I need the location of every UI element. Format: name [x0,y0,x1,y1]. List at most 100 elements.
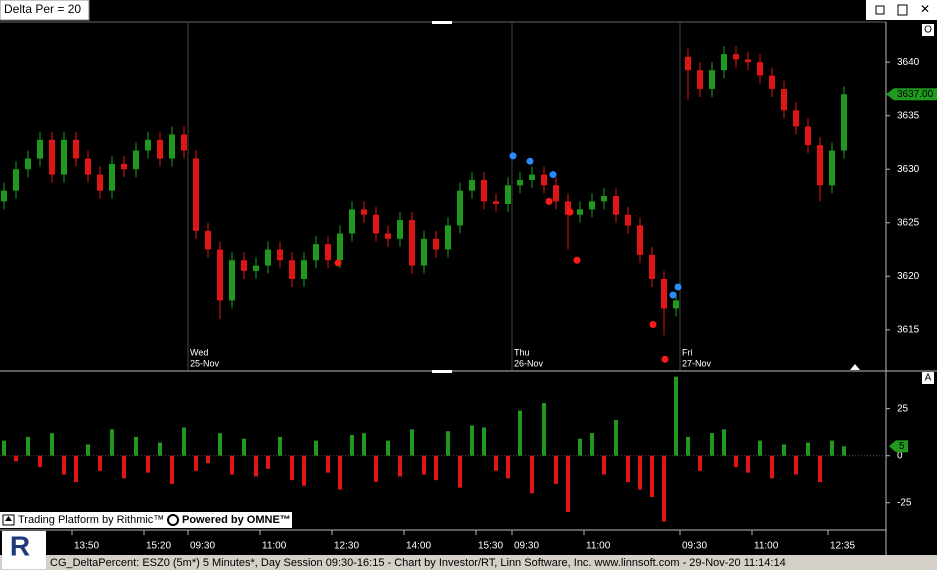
candle-body [541,174,547,186]
last-value-label: 5 [899,441,905,452]
delta-bar [230,455,234,475]
last-price-label: 3637.00 [897,89,934,100]
delta-bar [254,455,258,477]
restore-button[interactable] [875,5,885,15]
candle-body [73,139,79,159]
candle-body [97,174,103,191]
x-tick-label: 09:30 [682,541,707,552]
y-tick-label: 0 [897,450,903,461]
candle-body [217,249,223,301]
delta-bar [398,455,402,477]
delta-bar [242,438,246,456]
signal-dot [669,291,677,299]
last-price-box [894,88,937,101]
delta-bar [146,455,150,473]
candle-body [61,139,67,175]
candle-body [745,59,751,63]
badge-icon [5,516,12,521]
candle-body [661,278,667,309]
y-tick-label: 25 [897,403,909,414]
candle-body [565,201,571,215]
candle-body [553,185,559,202]
maximize-button[interactable] [897,4,908,16]
panel-label-box [922,24,934,36]
candle-body [325,244,331,261]
close-button[interactable]: ✕ [920,2,930,16]
delta-bar [62,455,66,475]
delta-bar [134,436,138,456]
candle-body [601,196,607,202]
candle-body [613,196,619,215]
candle-body [289,260,295,279]
y-tick-label: 3620 [897,271,920,282]
signal-dot [545,197,553,205]
signal-dot [674,283,682,291]
candle-body [829,150,835,186]
y-tick-label: 3625 [897,217,920,228]
candle-body [733,54,739,60]
candle-body [133,150,139,170]
signal-dot [573,256,581,264]
delta-bar [86,444,90,456]
candle-body [649,254,655,279]
delta-bar [626,455,630,483]
candle-body [769,75,775,89]
y-tick-label: 3615 [897,324,920,335]
candle-body [421,238,427,266]
delta-bar [830,440,834,456]
delta-bar [506,455,510,479]
candle-body [577,209,583,215]
day-label: Thu [514,347,530,357]
candle-body [673,300,679,309]
candle-body [229,260,235,301]
delta-bar [302,455,306,486]
delta-bar [158,442,162,456]
candle-body [193,158,199,231]
candle-body [685,56,691,71]
delta-bar [26,436,30,456]
delta-bar [842,446,846,456]
last-value-marker [889,440,896,453]
panel-handle[interactable] [432,370,452,373]
delta-bar [434,455,438,481]
candle-body [157,139,163,159]
delta-bar [278,436,282,456]
signal-dot [509,152,517,160]
x-tick-label: 11:00 [262,541,287,552]
window-title: Delta Per = 20 [4,2,81,16]
candle-body [841,94,847,151]
delta-bar [386,440,390,456]
delta-bar [50,433,54,456]
candle-body [109,163,115,191]
candle-body [241,260,247,271]
scroll-marker[interactable] [850,364,860,370]
delta-bar [338,455,342,490]
candle-body [37,139,43,159]
status-text: CG_DeltaPercent: ESZ0 (5m*) 5 Minutes*, … [50,557,786,569]
candle-body [721,54,727,71]
delta-bar [542,403,546,456]
candle-body [397,220,403,239]
candle-body [757,62,763,76]
candle-body [805,126,811,146]
delta-bar [458,455,462,488]
delta-bar [638,455,642,490]
delta-bar [782,444,786,456]
x-tick-label: 12:30 [334,541,359,552]
candle-body [373,214,379,234]
delta-bar [806,442,810,456]
candle-body [205,230,211,250]
delta-bar [14,455,18,462]
panel-handle[interactable] [432,21,452,24]
candle-body [529,174,535,180]
badge-icon [2,514,15,526]
candle-body [301,260,307,279]
delta-bar [98,455,102,471]
last-price-marker [886,88,894,101]
status-bar [0,555,937,570]
candle-body [313,244,319,261]
delta-bar [446,431,450,456]
delta-bar [422,455,426,475]
